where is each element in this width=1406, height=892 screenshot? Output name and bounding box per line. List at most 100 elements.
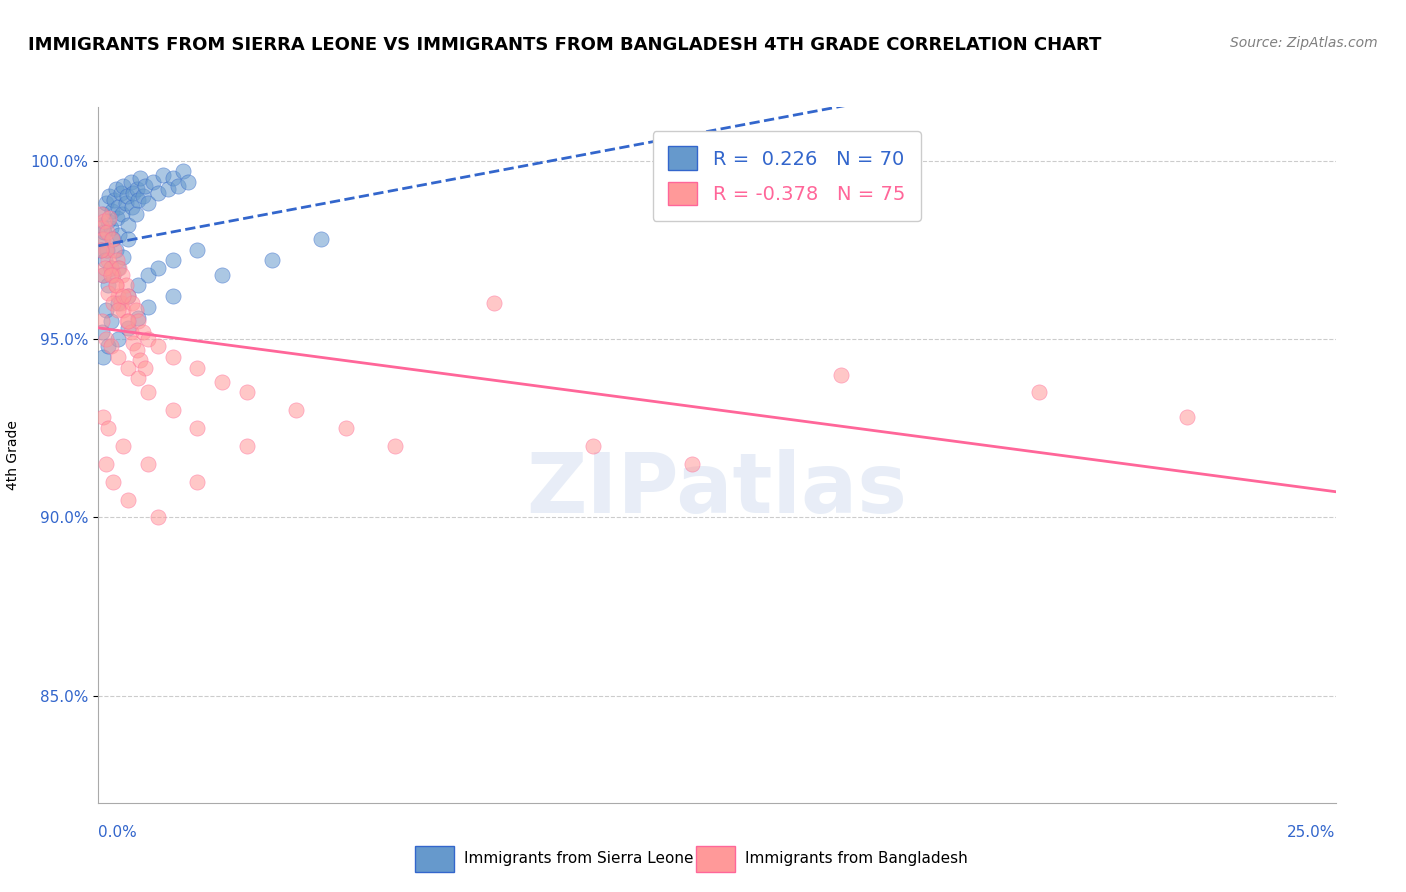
Point xyxy=(186,421,208,435)
Point xyxy=(176,175,198,189)
Text: Immigrants from Bangladesh: Immigrants from Bangladesh xyxy=(745,852,967,866)
Point xyxy=(97,253,120,268)
Point xyxy=(136,385,159,400)
Point xyxy=(124,207,146,221)
Point xyxy=(162,289,184,303)
Point xyxy=(103,268,125,282)
Point xyxy=(107,303,129,318)
Point xyxy=(107,296,129,310)
Point xyxy=(162,350,184,364)
Point xyxy=(100,260,122,275)
Point xyxy=(101,203,124,218)
Point xyxy=(121,200,143,214)
Point xyxy=(112,178,135,193)
Point xyxy=(112,439,135,453)
Point xyxy=(146,510,169,524)
Point xyxy=(90,243,112,257)
Point xyxy=(285,403,308,417)
Point xyxy=(114,196,136,211)
Point xyxy=(127,371,149,385)
Point xyxy=(125,182,148,196)
Point xyxy=(91,314,114,328)
Point xyxy=(132,189,155,203)
Point xyxy=(115,314,138,328)
Point xyxy=(94,196,117,211)
Point xyxy=(91,268,114,282)
Point xyxy=(211,375,233,389)
Point xyxy=(96,225,118,239)
Point xyxy=(142,175,165,189)
Point xyxy=(146,186,169,200)
Point xyxy=(117,492,139,507)
Point xyxy=(91,268,114,282)
Point xyxy=(110,186,132,200)
Point xyxy=(93,232,115,246)
Point xyxy=(103,193,125,207)
Point xyxy=(107,350,129,364)
Point xyxy=(107,289,129,303)
Point xyxy=(172,164,194,178)
Text: IMMIGRANTS FROM SIERRA LEONE VS IMMIGRANTS FROM BANGLADESH 4TH GRADE CORRELATION: IMMIGRANTS FROM SIERRA LEONE VS IMMIGRAN… xyxy=(28,36,1101,54)
Point xyxy=(125,343,148,357)
Point xyxy=(93,207,115,221)
Point xyxy=(103,232,125,246)
Point xyxy=(111,268,134,282)
Point xyxy=(127,278,149,293)
Text: ZIPatlas: ZIPatlas xyxy=(527,450,907,530)
Legend: R =  0.226   N = 70, R = -0.378   N = 75: R = 0.226 N = 70, R = -0.378 N = 75 xyxy=(652,130,921,221)
Point xyxy=(309,232,332,246)
Point xyxy=(127,310,149,325)
Point xyxy=(156,182,179,196)
Point xyxy=(98,189,121,203)
Point xyxy=(122,335,145,350)
Point xyxy=(107,332,129,346)
Point xyxy=(103,296,125,310)
Point xyxy=(136,332,159,346)
Point xyxy=(94,253,117,268)
Point xyxy=(103,243,125,257)
Point xyxy=(117,360,139,375)
Point xyxy=(105,253,128,268)
Point xyxy=(120,325,142,339)
Text: Source: ZipAtlas.com: Source: ZipAtlas.com xyxy=(1230,36,1378,50)
Point xyxy=(111,207,134,221)
Point xyxy=(91,221,114,235)
Point xyxy=(134,360,156,375)
Point xyxy=(384,439,406,453)
Point xyxy=(107,200,129,214)
Point xyxy=(97,339,120,353)
Point xyxy=(127,314,149,328)
Point xyxy=(484,296,506,310)
Point xyxy=(97,285,120,300)
Point xyxy=(134,178,156,193)
Point xyxy=(96,243,118,257)
Point xyxy=(1175,410,1198,425)
Point xyxy=(136,196,159,211)
Point xyxy=(94,457,117,471)
Point xyxy=(91,325,114,339)
Point xyxy=(104,182,127,196)
Point xyxy=(105,211,128,225)
Point xyxy=(117,289,139,303)
Point xyxy=(211,268,233,282)
Point xyxy=(97,421,120,435)
Text: 25.0%: 25.0% xyxy=(1288,825,1336,840)
Point xyxy=(112,250,135,264)
Point xyxy=(90,243,112,257)
Point xyxy=(94,332,117,346)
Point xyxy=(136,300,159,314)
Text: 0.0%: 0.0% xyxy=(98,825,138,840)
Point xyxy=(112,289,135,303)
Point xyxy=(110,296,132,310)
Point xyxy=(152,168,174,182)
Point xyxy=(186,243,208,257)
Point xyxy=(124,303,146,318)
Point xyxy=(93,350,115,364)
Point xyxy=(335,421,357,435)
Point xyxy=(94,303,117,318)
Point xyxy=(582,439,605,453)
Point xyxy=(132,325,155,339)
Point xyxy=(236,385,259,400)
Point xyxy=(121,296,143,310)
Point xyxy=(136,268,159,282)
